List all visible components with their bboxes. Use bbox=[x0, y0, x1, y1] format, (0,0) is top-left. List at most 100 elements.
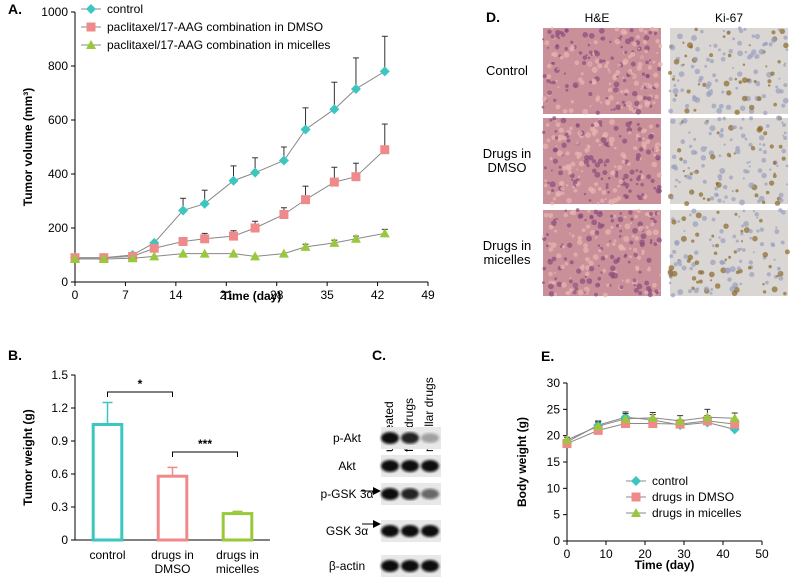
tissue-cell bbox=[732, 37, 736, 41]
tissue-cell bbox=[650, 217, 653, 220]
tissue-cell bbox=[553, 229, 558, 233]
tissue-cell bbox=[754, 193, 759, 198]
tissue-cell bbox=[612, 188, 618, 193]
tissue-cell bbox=[782, 134, 785, 137]
tissue-cell bbox=[638, 270, 642, 274]
tissue-cell bbox=[589, 50, 593, 55]
tissue-cell bbox=[776, 266, 781, 271]
tissue-cell bbox=[545, 74, 552, 80]
tissue-cell bbox=[641, 72, 646, 76]
tissue-cell bbox=[653, 242, 658, 246]
tissue-cell bbox=[594, 292, 598, 297]
tissue-cell bbox=[605, 243, 610, 247]
bar bbox=[221, 512, 254, 542]
tissue-cell bbox=[551, 61, 556, 66]
tissue-cell bbox=[772, 174, 777, 178]
tissue-cell bbox=[548, 283, 554, 290]
marker-triangle bbox=[278, 248, 289, 258]
tissue-cell bbox=[632, 90, 638, 97]
tissue-cell bbox=[695, 232, 700, 237]
tissue-cell bbox=[710, 288, 714, 291]
tissue-cell bbox=[731, 196, 736, 202]
tissue-cell bbox=[785, 48, 789, 51]
tissue-cell bbox=[648, 59, 652, 62]
tissue-cell bbox=[655, 38, 660, 44]
tissue-cell bbox=[594, 122, 600, 127]
tissue-cell bbox=[555, 122, 561, 128]
tissue-cell bbox=[652, 101, 656, 105]
tissue-cell bbox=[773, 102, 777, 107]
tissue-cell bbox=[640, 87, 643, 90]
tissue-cell bbox=[602, 59, 606, 63]
tissue-cell bbox=[551, 256, 557, 262]
tissue-cell bbox=[739, 126, 743, 130]
tissue-cell bbox=[627, 54, 632, 59]
tissue-cell bbox=[758, 48, 765, 55]
tissue-cell bbox=[595, 97, 600, 102]
tissue-cell bbox=[634, 235, 640, 241]
legend-label: drugs in DMSO bbox=[652, 490, 734, 504]
panel-label: E. bbox=[541, 348, 554, 364]
tissue-cell bbox=[542, 74, 547, 79]
tissue-cell bbox=[698, 75, 704, 81]
marker-diamond bbox=[178, 205, 189, 216]
tissue-cell bbox=[778, 77, 781, 80]
tissue-cell bbox=[691, 239, 695, 243]
tissue-cell bbox=[572, 282, 579, 289]
tissue-cell bbox=[546, 63, 552, 69]
tissue-cell bbox=[718, 177, 722, 181]
marker-diamond bbox=[199, 198, 210, 209]
tissue-cell bbox=[594, 182, 599, 187]
tissue-cell bbox=[586, 292, 589, 295]
tissue-cell bbox=[739, 105, 746, 112]
tissue-cell bbox=[629, 247, 632, 250]
tissue-cell bbox=[647, 65, 653, 70]
tissue-cell bbox=[629, 240, 634, 245]
tissue-cell bbox=[671, 77, 675, 81]
tissue-cell bbox=[548, 271, 553, 277]
tissue-cell bbox=[541, 235, 545, 239]
tissue-cell bbox=[738, 80, 743, 85]
tissue-cell bbox=[604, 254, 609, 259]
tissue-cell bbox=[631, 73, 637, 80]
tissue-cell bbox=[636, 122, 640, 127]
tissue-cell bbox=[555, 79, 558, 83]
tissue-cell bbox=[692, 221, 699, 228]
tissue-cell bbox=[783, 131, 787, 135]
tissue-cell bbox=[729, 285, 736, 292]
blot-band bbox=[421, 433, 439, 443]
tissue-cell bbox=[653, 146, 660, 153]
tissue-cell bbox=[687, 254, 694, 261]
marker-triangle bbox=[647, 412, 658, 422]
x-tick-label: 28 bbox=[270, 288, 284, 302]
blot-band bbox=[401, 432, 419, 444]
tissue-cell bbox=[549, 181, 556, 188]
tissue-cell bbox=[641, 141, 648, 147]
tissue-cell bbox=[628, 189, 632, 193]
tissue-cell bbox=[741, 248, 746, 252]
tissue-cell bbox=[765, 190, 770, 195]
tissue-cell bbox=[597, 276, 602, 281]
tissue-cell bbox=[613, 81, 620, 88]
tissue-cell bbox=[597, 186, 602, 192]
tissue-cell bbox=[543, 183, 548, 188]
tissue-cell bbox=[709, 291, 713, 295]
tissue-cell bbox=[602, 268, 607, 273]
tissue-cell bbox=[681, 216, 687, 222]
tissue-cell bbox=[758, 143, 762, 146]
tissue-cell bbox=[555, 29, 561, 36]
tissue-cell bbox=[577, 175, 581, 178]
tissue-cell bbox=[641, 249, 645, 254]
tissue-cell bbox=[617, 184, 621, 188]
tissue-cell bbox=[715, 243, 719, 248]
tissue-cell bbox=[754, 212, 759, 217]
tissue-cell bbox=[705, 91, 712, 97]
tissue-cell bbox=[623, 236, 630, 243]
blot-band bbox=[421, 560, 439, 572]
tissue-cell bbox=[711, 244, 715, 248]
tissue-cell bbox=[728, 77, 733, 82]
tissue-cell bbox=[688, 289, 693, 294]
y-tick-label: 0.6 bbox=[51, 467, 68, 481]
tissue-cell bbox=[761, 93, 767, 99]
tissue-cell bbox=[781, 103, 786, 108]
